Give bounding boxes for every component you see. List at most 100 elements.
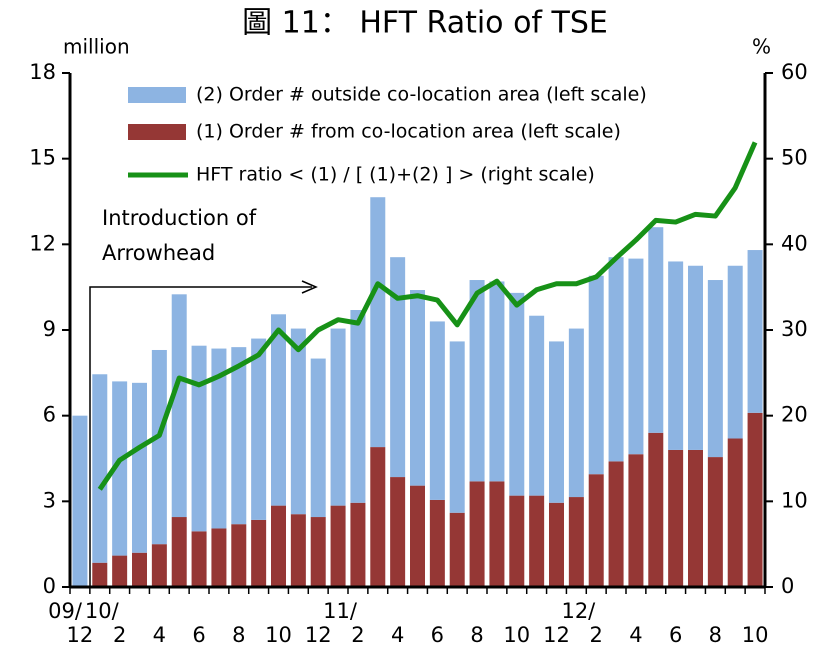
bar	[370, 447, 386, 587]
x-tick-label: 8	[470, 623, 483, 647]
bar	[489, 481, 505, 587]
x-tick-label: 6	[431, 623, 444, 647]
y-tick-label: 0	[43, 574, 56, 598]
bar	[92, 562, 108, 587]
bar	[112, 555, 128, 587]
y2-tick-label: 20	[781, 403, 808, 427]
bar	[72, 415, 88, 587]
bar	[410, 290, 425, 486]
bar	[449, 341, 465, 513]
bar	[688, 449, 703, 587]
bar	[529, 315, 545, 496]
bar	[429, 499, 445, 587]
bar	[390, 257, 406, 478]
y-tick-label: 3	[43, 488, 56, 512]
bar	[231, 347, 247, 525]
bar	[211, 528, 227, 587]
legend-label: (2) Order # outside co-location area (le…	[196, 84, 647, 106]
bar	[707, 457, 723, 587]
bar	[171, 517, 187, 587]
x-tick-label: 12	[305, 623, 332, 647]
bar	[668, 449, 684, 587]
bar	[549, 341, 564, 503]
y-tick-label: 12	[29, 231, 56, 255]
x-group-label: 10/	[85, 599, 120, 623]
bar	[330, 328, 346, 506]
bar	[132, 382, 147, 553]
bar	[92, 374, 108, 563]
y-tick-label: 9	[43, 317, 56, 341]
x-tick-label: 2	[113, 623, 126, 647]
bar	[112, 381, 128, 556]
x-tick-label: 12	[543, 623, 570, 647]
bar	[191, 531, 207, 587]
y-tick-label: 18	[29, 60, 56, 84]
line	[97, 141, 758, 491]
bar	[648, 432, 664, 587]
x-tick-label: 10	[742, 623, 769, 647]
bar	[568, 328, 584, 498]
x-tick-label: 4	[153, 623, 166, 647]
x-tick-label: 8	[709, 623, 722, 647]
bar	[747, 250, 763, 413]
bar	[668, 261, 684, 450]
bar	[310, 358, 326, 518]
x-group-label: 11/	[323, 599, 358, 623]
bar	[727, 438, 743, 587]
x-tick-label: 6	[192, 623, 205, 647]
legend-label: HFT ratio < (1) / [ (1)+(2) ] > (right s…	[196, 164, 595, 186]
x-group-label: 09/	[48, 599, 83, 623]
x-tick-label: 4	[391, 623, 404, 647]
bar	[310, 517, 326, 587]
annotation: Introduction of	[102, 206, 257, 230]
bar	[489, 281, 505, 482]
bar	[132, 552, 147, 587]
y2-tick-label: 50	[781, 146, 808, 170]
legend-swatch	[128, 87, 186, 103]
bar	[449, 512, 465, 587]
chart-title: 圖 11： HFT Ratio of TSE	[242, 6, 608, 41]
bar	[390, 477, 406, 587]
bar	[568, 497, 584, 587]
x-tick-label: 4	[629, 623, 642, 647]
bar	[429, 321, 445, 500]
bar	[271, 314, 286, 506]
y-unit: million	[63, 35, 130, 59]
bar	[151, 544, 167, 587]
x-tick-label: 2	[351, 623, 364, 647]
x-tick-label: 6	[669, 623, 682, 647]
bar	[290, 328, 306, 515]
bar	[370, 197, 386, 448]
bar	[251, 519, 267, 587]
bar	[231, 524, 247, 587]
bar	[688, 265, 703, 450]
bar	[410, 485, 425, 587]
legend-label: (1) Order # from co-location area (left …	[196, 121, 621, 143]
bar	[549, 502, 564, 587]
bar	[588, 474, 604, 587]
bar	[290, 514, 306, 587]
x-tick-label: 10	[503, 623, 530, 647]
bar	[727, 265, 743, 439]
y2-tick-label: 30	[781, 317, 808, 341]
bar	[608, 257, 624, 462]
x-tick-label: 8	[232, 623, 245, 647]
bar	[350, 502, 366, 587]
bar	[271, 505, 286, 587]
annotation-arrow	[89, 286, 312, 587]
bar	[628, 454, 644, 587]
bar	[588, 275, 604, 475]
bar	[628, 258, 644, 455]
x-tick-label: 2	[590, 623, 603, 647]
bar	[707, 280, 723, 458]
x-tick-label: 12	[67, 623, 94, 647]
y2-unit: %	[752, 35, 771, 59]
x-group-label: 12/	[561, 599, 596, 623]
bar	[509, 292, 525, 496]
annotation-arrowhead	[301, 280, 318, 294]
bar	[251, 338, 267, 520]
y2-tick-label: 10	[781, 488, 808, 512]
bar	[151, 349, 167, 545]
